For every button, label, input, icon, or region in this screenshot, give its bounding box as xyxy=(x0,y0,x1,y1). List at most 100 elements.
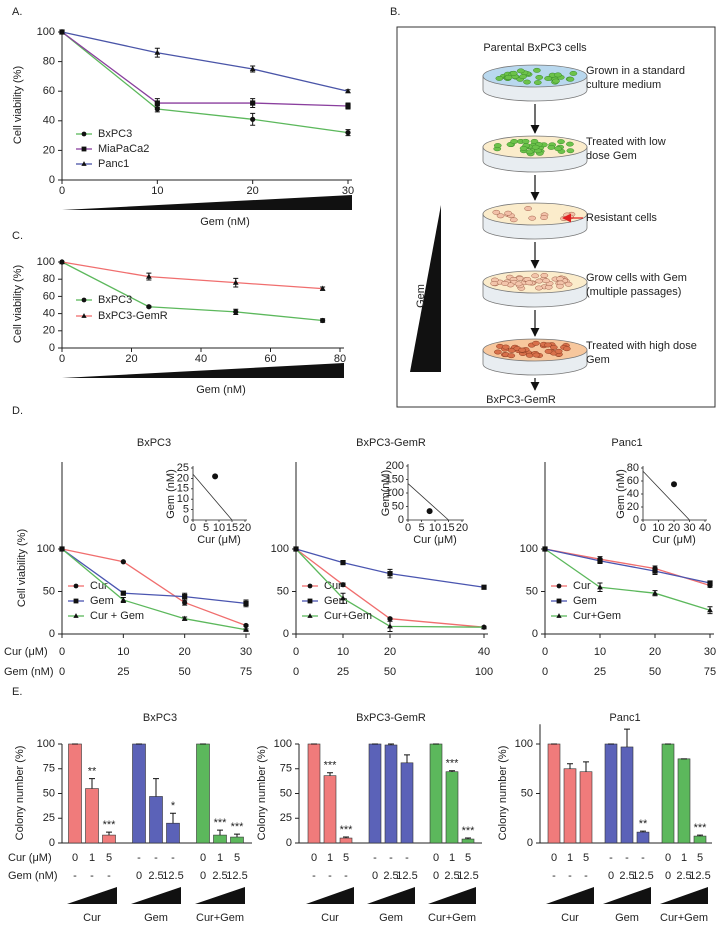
marker xyxy=(154,100,160,106)
y-tick-label: 0 xyxy=(49,342,55,354)
inset-y-tick-label: 0 xyxy=(398,514,404,526)
legend-label: Cur+Gem xyxy=(573,610,621,622)
cell xyxy=(564,281,573,287)
bar xyxy=(68,743,82,844)
legend-label: BxPC3 xyxy=(98,294,132,306)
legend-marker xyxy=(73,583,79,589)
cell xyxy=(490,280,498,286)
error-bar xyxy=(327,772,333,776)
dose-value: 0 xyxy=(433,852,439,864)
dose-value: - xyxy=(107,870,111,882)
cell xyxy=(566,148,575,154)
legend-marker xyxy=(81,161,87,166)
cell xyxy=(519,74,527,80)
cell xyxy=(531,144,540,150)
dose-value: 12.5 xyxy=(689,870,710,882)
y-tick-label: 0 xyxy=(527,837,533,849)
x-tick-label: 40 xyxy=(478,646,490,658)
cell xyxy=(544,342,552,348)
bar xyxy=(661,743,675,844)
dose-wedge xyxy=(603,887,651,904)
dose-value: - xyxy=(328,870,332,882)
legend-marker xyxy=(307,583,313,589)
cell xyxy=(501,344,510,350)
x2-tick-label: 0 xyxy=(59,666,65,678)
cell xyxy=(504,210,513,216)
dose-value: 12.5 xyxy=(396,870,417,882)
marker xyxy=(243,622,249,629)
bar xyxy=(166,822,180,844)
dose-value: 0 xyxy=(608,870,614,882)
marker xyxy=(232,279,239,285)
marker xyxy=(481,624,487,630)
dose-value: - xyxy=(552,870,556,882)
x-tick-label: 0 xyxy=(542,646,548,658)
legend-label: Cur+Gem xyxy=(324,610,372,622)
y-tick-label: 0 xyxy=(49,174,55,186)
inset-x-label: Cur (μM) xyxy=(413,534,457,546)
x-tick-label: 0 xyxy=(59,185,65,197)
cell xyxy=(524,206,532,211)
y-tick-label: 50 xyxy=(526,585,538,597)
inset-x-tick-label: 20 xyxy=(239,522,251,534)
cell xyxy=(509,70,518,76)
inset-y-tick-label: 50 xyxy=(392,500,404,512)
inset-x-label: Cur (μM) xyxy=(652,534,696,546)
inset-y-tick-label: 80 xyxy=(627,462,639,474)
x-tick-label: 30 xyxy=(240,646,252,658)
x2-tick-label: 50 xyxy=(649,666,661,678)
cell xyxy=(492,209,501,215)
x-axis-label: Gem (nM) xyxy=(196,384,246,396)
marker xyxy=(243,600,249,606)
dose-value: - xyxy=(73,870,77,882)
panel-label: B. xyxy=(390,6,400,18)
combination-point xyxy=(426,508,433,515)
y-axis-label: Cell viability (%) xyxy=(12,66,24,144)
inset-x-tick-label: 40 xyxy=(699,522,711,534)
y-tick-label: 0 xyxy=(286,837,292,849)
marker xyxy=(707,580,713,586)
dose-value: - xyxy=(373,852,377,864)
dish-top xyxy=(482,64,588,88)
cell xyxy=(496,213,505,219)
error-bar xyxy=(153,778,159,797)
group-label: Cur xyxy=(561,912,579,924)
significance: ** xyxy=(639,818,648,830)
x-tick-label: 80 xyxy=(334,353,346,365)
step-label: Treated with high dose xyxy=(586,340,697,352)
cell xyxy=(514,281,523,287)
series-line xyxy=(295,548,485,628)
significance: *** xyxy=(446,758,460,770)
bar xyxy=(429,743,443,844)
inset-x-tick-label: 20 xyxy=(668,522,680,534)
y-tick-label: 50 xyxy=(43,585,55,597)
y-tick-label: 75 xyxy=(43,763,55,775)
marker xyxy=(250,116,256,122)
y-tick-label: 75 xyxy=(280,763,292,775)
x-tick-label: 10 xyxy=(117,646,129,658)
cell xyxy=(540,215,548,221)
marker xyxy=(146,273,152,279)
cell xyxy=(521,138,530,144)
dose-value: 12.5 xyxy=(632,870,653,882)
x2-tick-label: 50 xyxy=(384,666,396,678)
legend-marker xyxy=(73,613,79,618)
step-label: Treated with low xyxy=(586,136,666,148)
dose-wedge xyxy=(195,887,245,904)
cell xyxy=(507,353,516,359)
dose-wedge xyxy=(367,887,415,904)
dose-wedge xyxy=(62,195,352,210)
dose-value: 0 xyxy=(200,852,206,864)
x-tick-label: 20 xyxy=(247,185,259,197)
cell xyxy=(554,72,562,78)
y-tick-label: 60 xyxy=(43,85,55,97)
inset-y-tick-label: 20 xyxy=(177,472,189,484)
marker xyxy=(340,582,346,588)
isobole-line xyxy=(407,483,449,521)
series-line xyxy=(61,548,247,627)
cell xyxy=(542,278,550,284)
diagram-result: BxPC3-GemR xyxy=(486,394,556,406)
legend-label: Cur xyxy=(573,580,591,592)
gradient-label: Gem xyxy=(415,284,427,308)
error-bar xyxy=(697,834,703,837)
